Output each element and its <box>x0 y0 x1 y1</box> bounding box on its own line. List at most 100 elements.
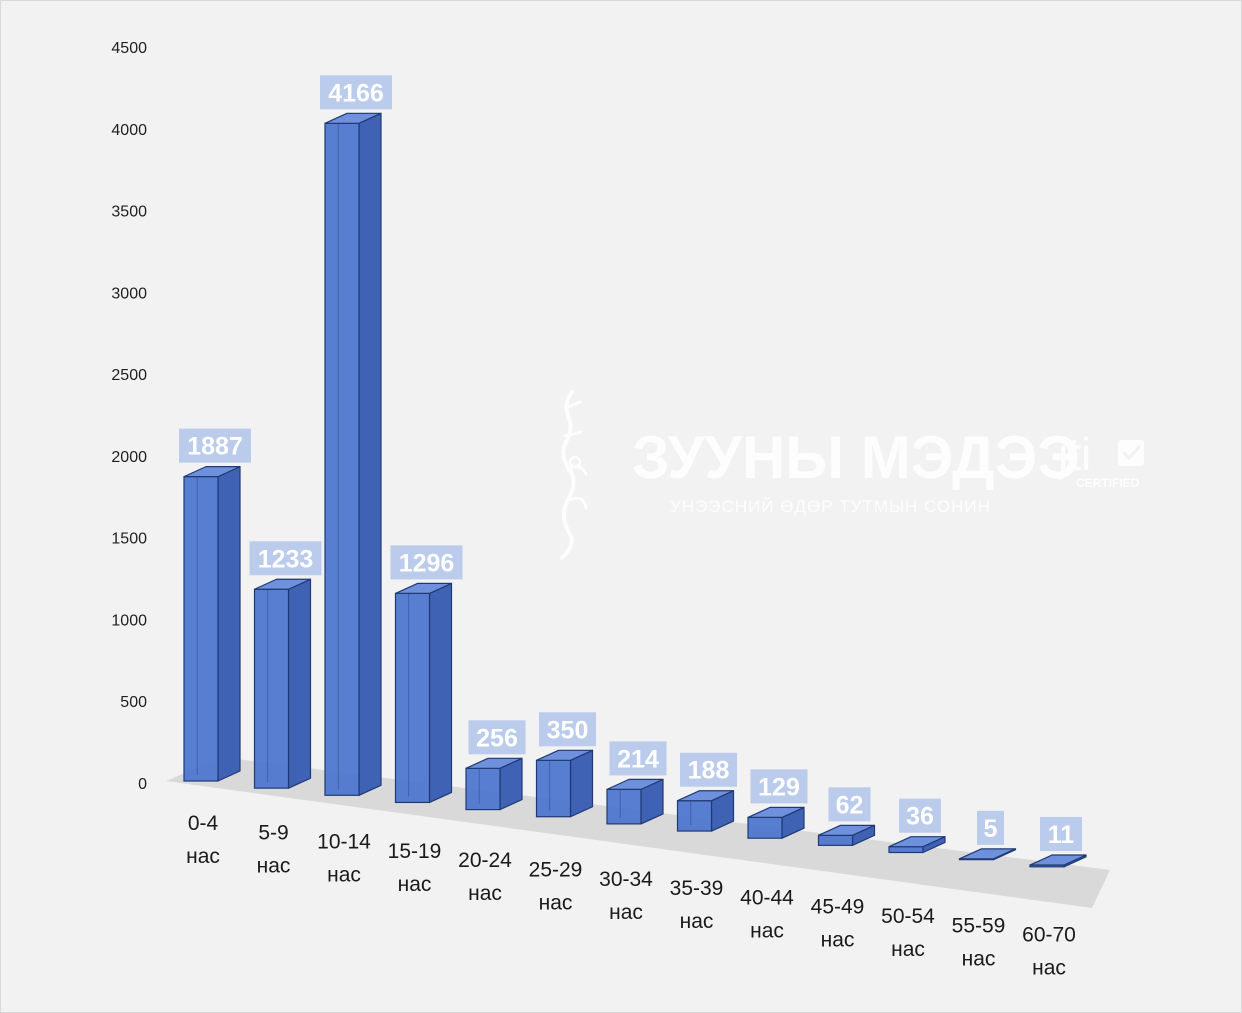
y-tick-label: 0 <box>138 776 147 793</box>
x-tick-sublabel: нас <box>186 845 220 868</box>
bar-front <box>253 588 290 789</box>
data-label-text: 1233 <box>258 545 314 573</box>
data-label-box <box>539 712 596 747</box>
mongolian-script-logo-icon <box>560 390 588 560</box>
x-tick-label: 40-44 <box>740 886 794 909</box>
data-label-text: 11 <box>1048 821 1075 849</box>
x-tick-sublabel: нас <box>609 901 643 924</box>
data-label-box <box>977 810 1004 845</box>
bar-top <box>817 824 876 836</box>
bar <box>253 578 312 789</box>
x-tick-sublabel: нас <box>398 873 432 896</box>
x-tick-label: 15-19 <box>388 840 442 863</box>
x-axis: 0-4 нас 5-9 нас 10-14 нас 15-19 нас 20-24 нас 25-2… <box>186 812 1076 980</box>
data-label-box <box>390 545 463 580</box>
x-tick-label: 55-59 <box>952 914 1006 937</box>
x-tick-label: 25-29 <box>529 859 583 882</box>
bar <box>465 757 523 811</box>
watermark: ЗУУНЫ МЭДЭЭ УНЭЭСНИЙ ӨДӨР ТУТМЫН СОНИН j… <box>560 390 1144 560</box>
x-tick-sublabel: нас <box>539 892 573 915</box>
y-tick-label: 1500 <box>111 531 147 548</box>
bar-top <box>958 848 1017 860</box>
bar-side <box>569 749 594 818</box>
data-labels: 1887 1233 4166 1296 256 350 214 188 129 62 36 5 11 <box>179 75 1082 852</box>
data-label-text: 214 <box>617 745 659 773</box>
data-label-text: 188 <box>688 757 730 785</box>
checkbox-icon <box>1118 440 1144 466</box>
bar <box>747 806 805 839</box>
bar-side <box>358 112 382 796</box>
x-tick-label: 35-39 <box>670 877 724 900</box>
x-tick-label: 0-4 <box>188 812 219 835</box>
x-tick-sublabel: нас <box>1032 957 1066 980</box>
x-tick-label: 10-14 <box>317 831 371 854</box>
bar <box>1029 854 1087 868</box>
bar-top <box>747 806 805 818</box>
bar-top <box>324 112 382 124</box>
watermark-certified: CERTIFIED <box>1076 476 1140 490</box>
bar-top <box>606 778 664 790</box>
x-tick-sublabel: нас <box>468 882 502 905</box>
bar-top <box>394 582 453 594</box>
bars <box>183 112 1087 868</box>
bar-front <box>888 846 924 854</box>
x-tick-sublabel: нас <box>821 929 855 952</box>
bar-top <box>183 466 241 478</box>
data-label: 5 <box>977 810 1004 845</box>
y-tick-label: 1000 <box>111 612 147 629</box>
y-tick-label: 4500 <box>111 40 147 57</box>
x-tick-sublabel: нас <box>327 864 361 887</box>
y-tick-label: 3500 <box>111 204 147 221</box>
bar-front <box>465 767 501 811</box>
data-label-text: 1887 <box>187 433 243 461</box>
data-label-box <box>750 769 808 804</box>
bar-front <box>324 122 360 796</box>
y-tick-label: 500 <box>120 694 147 711</box>
data-label-text: 350 <box>547 716 589 744</box>
data-label: 1887 <box>179 428 251 463</box>
data-label-text: 62 <box>836 791 864 819</box>
bar-front <box>606 788 642 825</box>
y-tick-label: 2500 <box>111 367 147 384</box>
data-label: 256 <box>468 720 526 755</box>
x-tick-label: 20-24 <box>458 849 512 872</box>
y-tick-label: 3000 <box>111 285 147 302</box>
bar <box>817 824 876 846</box>
x-tick-label: 50-54 <box>881 905 935 928</box>
data-label-text: 256 <box>476 724 518 752</box>
data-label-text: 4166 <box>328 79 384 107</box>
bar-front <box>676 800 713 832</box>
data-label: 62 <box>828 787 871 822</box>
watermark-subtitle: УНЭЭСНИЙ ӨДӨР ТУТМЫН СОНИН <box>670 497 991 516</box>
bar-front <box>817 834 854 846</box>
bar-top <box>465 757 523 769</box>
data-label-box <box>828 787 871 822</box>
bar <box>183 466 241 782</box>
bar-front <box>394 592 431 804</box>
bar <box>394 582 453 804</box>
data-label-box <box>680 752 737 787</box>
data-label: 350 <box>539 712 596 747</box>
x-tick-label: 30-34 <box>599 868 653 891</box>
bar <box>606 778 664 825</box>
data-label: 36 <box>899 798 941 833</box>
data-label-box <box>320 75 392 110</box>
y-tick-label: 2000 <box>111 449 147 466</box>
x-tick-sublabel: нас <box>680 910 714 933</box>
bar-side <box>287 578 312 789</box>
x-tick-sublabel: нас <box>891 938 925 961</box>
check-icon <box>1121 444 1142 461</box>
x-tick-sublabel: нас <box>962 947 996 970</box>
data-label-text: 5 <box>984 815 998 843</box>
bar <box>324 112 382 796</box>
y-tick-label: 4000 <box>111 122 147 139</box>
bar <box>535 749 594 818</box>
bar <box>676 790 735 832</box>
bar <box>958 848 1017 861</box>
y-axis: 0 500 1000 1500 2000 2500 3000 3500 4000 4500 <box>111 40 147 793</box>
x-tick-label: 5-9 <box>258 821 288 844</box>
x-tick-sublabel: нас <box>257 854 291 877</box>
bar <box>888 836 946 854</box>
data-label-text: 36 <box>906 803 934 831</box>
bar-top <box>676 790 735 802</box>
